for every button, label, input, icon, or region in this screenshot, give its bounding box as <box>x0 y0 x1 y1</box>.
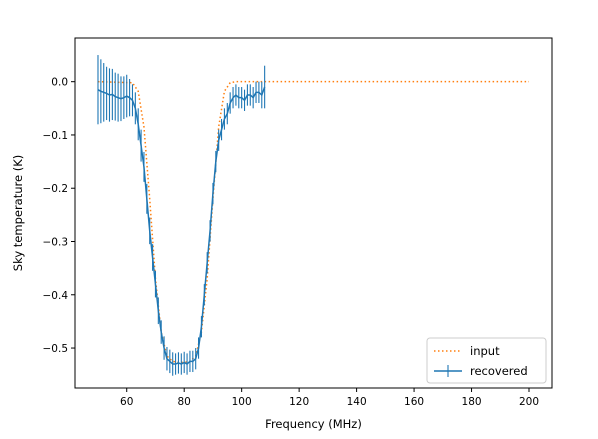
y-axis-label: Sky temperature (K) <box>11 155 25 271</box>
x-tick-label: 160 <box>404 396 424 408</box>
y-tick-label: −0.3 <box>43 237 69 249</box>
series-layer <box>97 55 530 376</box>
y-tick-label: 0.0 <box>51 77 68 89</box>
x-tick-label: 180 <box>462 396 482 408</box>
y-tick-label: −0.4 <box>43 290 69 302</box>
x-tick-label: 80 <box>178 396 191 408</box>
x-tick-label: 140 <box>347 396 367 408</box>
x-tick-label: 60 <box>120 396 133 408</box>
y-tick-label: −0.1 <box>43 130 69 142</box>
legend: input recovered <box>426 337 547 384</box>
legend-recovered-label: recovered <box>470 364 528 378</box>
input-series-line <box>97 80 530 364</box>
plot-frame <box>74 37 553 389</box>
recovered-series-line <box>97 86 266 365</box>
x-tick-label: 100 <box>232 396 252 408</box>
x-tick-label: 200 <box>519 396 539 408</box>
legend-input-label: input <box>470 344 500 358</box>
y-axis-ticks: 0.0 −0.1 −0.2 −0.3 −0.4 −0.5 <box>43 77 75 355</box>
y-tick-label: −0.2 <box>43 183 69 195</box>
x-axis-label: Frequency (MHz) <box>265 417 362 431</box>
x-axis-ticks: 60 80 100 120 140 160 180 200 <box>120 388 539 408</box>
y-tick-label: −0.5 <box>43 343 69 355</box>
x-tick-label: 120 <box>289 396 309 408</box>
